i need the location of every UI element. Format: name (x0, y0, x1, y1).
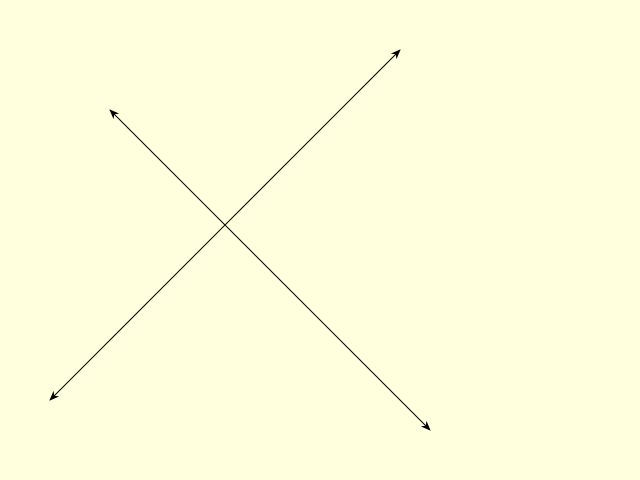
line-descending (109, 109, 431, 431)
